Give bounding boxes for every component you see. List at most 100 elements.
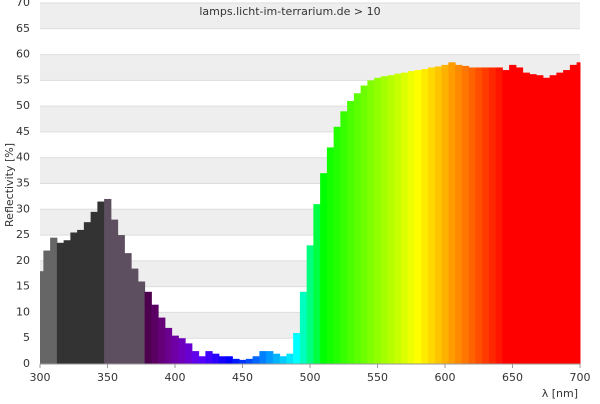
spectrum-strip [97, 201, 105, 364]
spectrum-strip [509, 64, 517, 364]
spectrum-strip [124, 253, 132, 364]
y-tick-label: 35 [16, 177, 30, 190]
x-axis-label: λ [nm] [542, 387, 578, 400]
spectrum-strip [515, 67, 524, 364]
spectrum-strip [475, 67, 483, 364]
y-tick-label: 70 [16, 0, 30, 9]
y-tick-label: 50 [16, 99, 30, 112]
spectrum-strip [542, 77, 551, 365]
spectrum-strip [326, 147, 335, 364]
spectrum-strip [151, 304, 159, 364]
spectrum-strip [185, 343, 193, 364]
x-tick-label: 600 [435, 371, 456, 384]
spectrum-strip [488, 67, 497, 364]
spectrum-strip [218, 356, 227, 364]
spectrum-strip [43, 250, 51, 364]
spectrum-strip [293, 333, 301, 364]
spectrum-strip [455, 64, 463, 364]
spectrum-strip [320, 173, 328, 364]
spectrum-strip [205, 351, 213, 364]
y-tick-label: 65 [16, 22, 30, 35]
spectrum-strip [158, 317, 166, 364]
spectrum-strip [414, 70, 422, 365]
spectrum-strip [380, 76, 389, 364]
x-tick-label: 450 [232, 371, 253, 384]
spectrum-strip [144, 291, 152, 364]
spectrum-strip [340, 111, 348, 364]
spectrum-strip [441, 64, 449, 364]
y-tick-label: 45 [16, 125, 30, 138]
spectrum-strip [164, 327, 173, 364]
spectrum-strip [40, 271, 44, 364]
spectrum-strip [374, 77, 382, 365]
spectrum-strip [117, 235, 125, 364]
y-tick-label: 5 [23, 331, 30, 344]
spectrum-strip [259, 351, 267, 364]
spectrum-strip [110, 219, 119, 364]
y-tick-label: 30 [16, 202, 30, 215]
spectrum-strip [313, 204, 321, 364]
spectrum-strip [401, 72, 409, 364]
spectrum-strip [83, 222, 92, 364]
spectrum-strip [286, 353, 294, 364]
spectrum-strip [245, 358, 254, 364]
spectrum-strip [198, 356, 206, 364]
spectrum-strip [70, 232, 78, 364]
spectrum-strip [448, 62, 456, 365]
y-axis-label: Reflectivity [%] [3, 143, 16, 227]
spectrum-strip [272, 353, 281, 364]
spectrum-strip [421, 69, 429, 365]
y-tick-label: 15 [16, 280, 30, 293]
spectrum-strip [529, 74, 537, 364]
x-tick-label: 550 [367, 371, 388, 384]
spectrum-strip [239, 359, 247, 364]
spectrum-strip [279, 356, 287, 364]
spectrum-strip [482, 67, 490, 364]
spectrum-strip [306, 245, 314, 364]
spectrum-strip [394, 73, 402, 364]
y-tick-label: 60 [16, 48, 30, 61]
grid-band [40, 3, 580, 29]
spectrum-strip [347, 100, 355, 364]
spectrum-strip [367, 80, 375, 364]
spectrum-strip [461, 65, 470, 364]
y-tick-label: 20 [16, 254, 30, 267]
spectrum-strip [556, 72, 564, 364]
spectrum-strip [171, 335, 179, 364]
spectrum-strip [252, 356, 260, 364]
spectrum-strip [468, 67, 476, 364]
spectrum-strip [549, 75, 557, 364]
chart-title: lamps.licht-im-terrarium.de > 10 [199, 5, 380, 18]
spectrum-strip [90, 211, 98, 364]
spectrum-strip [387, 75, 395, 364]
spectrum-strip [360, 85, 368, 364]
spectrum-strip [131, 268, 139, 364]
spectrum-strip [407, 71, 416, 365]
x-tick-label: 300 [30, 371, 51, 384]
spectrum-strip [522, 72, 530, 364]
spectrum-strip [353, 93, 362, 364]
spectrum-strip [50, 237, 58, 364]
spectrum-strip [178, 338, 186, 364]
x-tick-label: 650 [502, 371, 523, 384]
x-tick-label: 350 [97, 371, 118, 384]
y-tick-label: 55 [16, 73, 30, 86]
spectrum-strip [191, 351, 200, 364]
spectrum-strip [428, 67, 436, 364]
spectrum-strip [434, 66, 443, 364]
spectrum-strip [212, 353, 220, 364]
spectrum-strip [333, 126, 341, 365]
spectrum-strip [576, 62, 581, 365]
spectrum-strip [137, 281, 146, 364]
y-tick-label: 25 [16, 228, 30, 241]
spectrum-strip [495, 67, 503, 364]
spectrum-strip [77, 229, 85, 364]
spectrum-strip [299, 291, 308, 364]
y-tick-label: 10 [16, 305, 30, 318]
spectrum-strip [563, 70, 571, 365]
x-tick-label: 500 [300, 371, 321, 384]
spectrum-strip [56, 242, 65, 364]
spectrum-strip [232, 358, 240, 364]
y-tick-label: 0 [23, 357, 30, 370]
